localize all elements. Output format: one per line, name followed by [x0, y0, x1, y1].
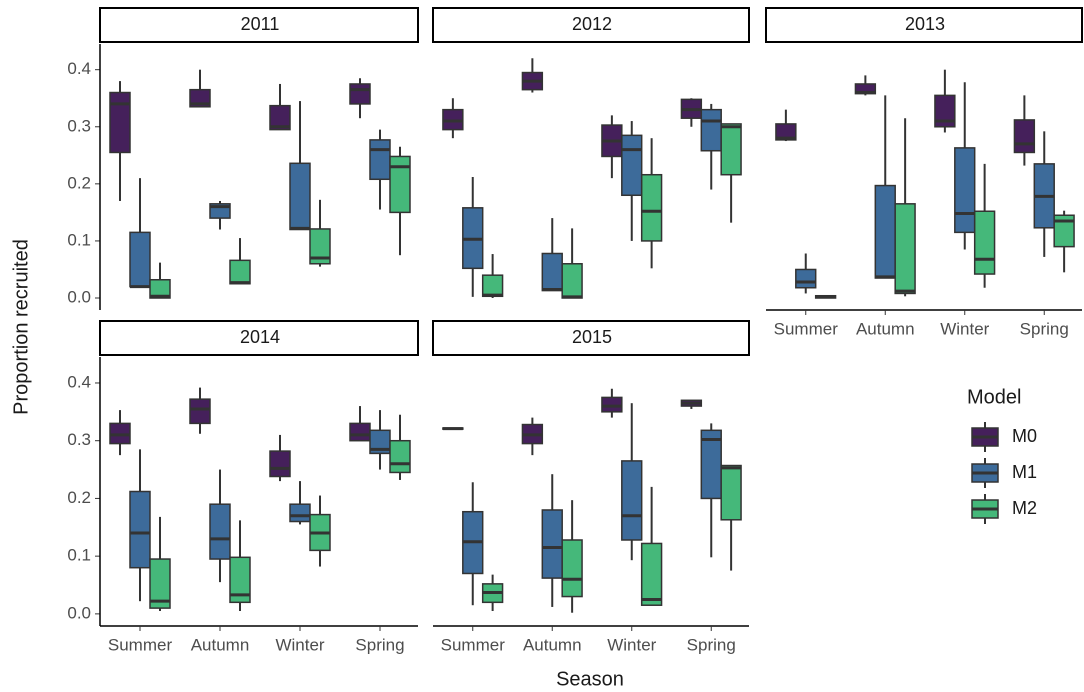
box	[109, 91, 131, 154]
legend-label: M2	[1012, 498, 1037, 518]
box	[775, 123, 797, 141]
box	[309, 228, 331, 265]
strip-label: 2013	[905, 14, 945, 34]
y-tick-label: 0.1	[67, 230, 91, 249]
x-tick-label: Autumn	[191, 635, 250, 654]
x-tick-label: Winter	[940, 319, 989, 338]
legend-label: M1	[1012, 462, 1037, 482]
x-tick-label: Winter	[275, 635, 324, 654]
strip-label: 2015	[572, 327, 612, 347]
strip-background	[432, 320, 750, 356]
y-tick-label: 0.3	[67, 116, 91, 135]
box	[349, 422, 371, 442]
box	[229, 556, 251, 604]
box	[229, 259, 251, 285]
x-tick-label: Autumn	[523, 635, 582, 654]
box	[481, 274, 504, 298]
box	[934, 94, 956, 128]
box	[289, 162, 311, 231]
strip-label: 2012	[572, 14, 612, 34]
strip-background	[765, 7, 1083, 43]
strip-label: 2011	[241, 14, 280, 34]
y-tick-label: 0.3	[67, 430, 91, 449]
legend-label: M0	[1012, 426, 1037, 446]
box	[954, 147, 976, 234]
y-axis-title: Proportion recruited	[10, 239, 32, 415]
box	[289, 503, 311, 523]
box	[720, 464, 742, 521]
box	[874, 184, 896, 279]
box	[640, 173, 663, 242]
box	[1013, 119, 1036, 154]
strip-background	[432, 7, 750, 43]
strip-background	[99, 320, 419, 356]
box	[1053, 214, 1075, 248]
box	[973, 210, 996, 275]
x-tick-label: Summer	[774, 319, 839, 338]
box	[149, 278, 171, 299]
x-tick-label: Spring	[355, 635, 404, 654]
box	[269, 450, 291, 478]
box	[369, 139, 391, 181]
y-tick-label: 0.1	[67, 546, 91, 565]
y-tick-label: 0.0	[67, 287, 91, 306]
box	[700, 429, 722, 500]
box	[349, 83, 371, 105]
x-tick-label: Spring	[1020, 319, 1069, 338]
box	[189, 398, 211, 425]
box	[621, 134, 643, 197]
box	[541, 509, 563, 579]
y-tick-label: 0.4	[67, 372, 91, 391]
box	[621, 460, 643, 541]
x-axis-title: Season	[556, 668, 624, 690]
x-tick-label: Autumn	[856, 319, 915, 338]
box	[269, 104, 291, 131]
y-tick-label: 0.2	[67, 173, 91, 192]
box	[561, 539, 583, 598]
box	[795, 268, 817, 289]
box	[561, 263, 583, 299]
box	[129, 490, 151, 569]
x-tick-label: Winter	[607, 635, 656, 654]
box	[700, 108, 722, 152]
box	[389, 439, 411, 474]
box	[389, 155, 411, 214]
box	[640, 542, 663, 606]
strip-label: 2014	[240, 327, 280, 347]
box	[541, 252, 563, 292]
strip-background	[99, 7, 419, 43]
box	[209, 503, 231, 560]
box	[894, 203, 916, 295]
y-tick-label: 0.0	[67, 603, 91, 622]
box	[720, 123, 742, 176]
x-tick-label: Spring	[687, 635, 736, 654]
y-tick-label: 0.2	[67, 488, 91, 507]
x-tick-label: Summer	[441, 635, 506, 654]
y-tick-label: 0.4	[67, 59, 91, 78]
box	[129, 231, 151, 288]
x-tick-label: Summer	[108, 635, 173, 654]
box	[149, 558, 171, 609]
legend-title: Model	[967, 386, 1021, 408]
